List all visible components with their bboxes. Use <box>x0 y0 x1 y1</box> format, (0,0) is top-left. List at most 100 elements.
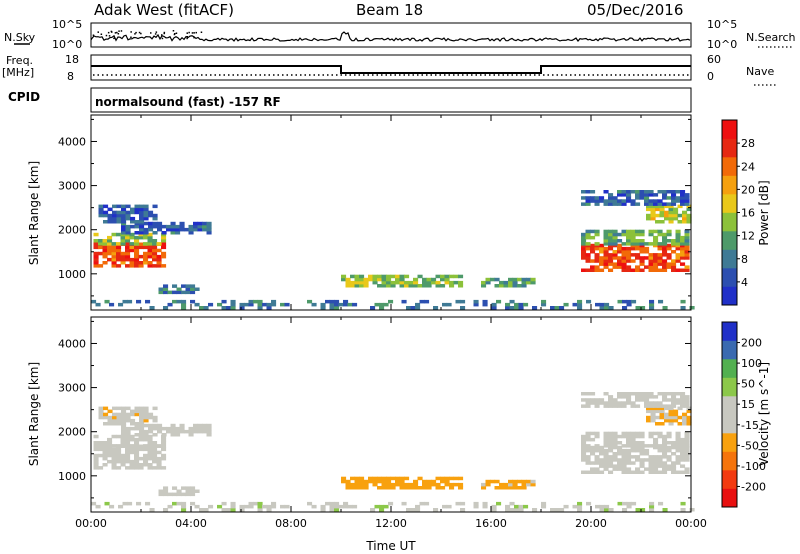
echo-cell <box>626 461 632 465</box>
echo-cell <box>630 232 636 237</box>
nsearch-tick-bottom: 10^0 <box>707 38 737 51</box>
echo-cell <box>185 290 191 295</box>
echo-cell <box>621 444 627 448</box>
echo-cell <box>206 429 212 434</box>
echo-cell <box>125 466 131 470</box>
y-tick-label: 1000 <box>58 470 86 483</box>
echo-cell <box>341 277 347 282</box>
echo-cell <box>156 257 162 262</box>
echo-cell <box>581 470 587 474</box>
echo-cell <box>98 239 104 243</box>
echo-cell <box>675 458 681 462</box>
echo-cell <box>581 398 587 402</box>
echo-cell <box>111 450 117 455</box>
echo-cell <box>521 277 527 282</box>
echo-cell <box>134 466 140 470</box>
echo-cell <box>185 287 191 291</box>
echo-cell <box>671 444 677 448</box>
echo-cell <box>608 444 614 448</box>
echo-cell <box>111 456 117 461</box>
echo-cell <box>181 501 187 506</box>
echo-cell <box>102 248 108 253</box>
echo-cell <box>626 437 632 442</box>
echo-cell <box>401 299 407 304</box>
echo-cell <box>675 398 681 402</box>
echo-cell <box>202 429 208 434</box>
echo-cell <box>417 274 423 279</box>
echo-cell <box>130 207 136 212</box>
echo-cell <box>112 418 118 423</box>
x-tick-label: 00:00 <box>75 517 107 530</box>
echo-cell <box>653 229 659 234</box>
echo-cell <box>417 476 423 481</box>
echo-cell <box>359 277 365 282</box>
echo-cell <box>156 248 162 253</box>
echo-cell <box>612 242 618 246</box>
echo-cell <box>424 299 430 304</box>
echo-cell <box>604 508 610 512</box>
echo-cell <box>608 398 614 402</box>
echo-cell <box>675 196 681 200</box>
echo-cell <box>390 476 396 481</box>
echo-cell <box>658 501 664 506</box>
echo-cell <box>639 250 645 254</box>
echo-cell <box>139 213 145 218</box>
echo-cell <box>653 395 659 399</box>
echo-cell <box>675 444 681 448</box>
colorbar-swatch <box>722 340 737 360</box>
echo-cell <box>199 306 205 310</box>
echo-cell <box>662 193 668 197</box>
echo-cell <box>136 501 142 506</box>
echo-cell <box>664 213 670 218</box>
echo-cell <box>194 489 200 493</box>
echo-cell <box>675 431 681 436</box>
echo-cell <box>626 431 632 436</box>
echo-cell <box>143 415 149 420</box>
echo-cell <box>161 242 167 246</box>
echo-cell <box>121 422 127 426</box>
echo-cell <box>148 423 154 428</box>
echo-cell <box>603 246 609 251</box>
echo-cell <box>143 459 149 464</box>
echo-cell <box>603 461 609 465</box>
echo-cell <box>653 235 659 240</box>
echo-cell <box>680 470 686 474</box>
echo-cell <box>334 306 340 310</box>
echo-cell <box>612 229 618 234</box>
echo-cell <box>415 306 421 310</box>
echo-cell <box>639 461 645 465</box>
echo-cell <box>608 232 614 237</box>
echo-cell <box>120 456 126 461</box>
echo-cell <box>158 287 164 291</box>
echo-cell <box>350 284 356 288</box>
echo-cell <box>139 412 145 417</box>
y-tick-label: 3000 <box>58 382 86 395</box>
echo-cell <box>532 508 538 512</box>
colorbar-swatch <box>722 488 737 508</box>
echo-cell <box>444 280 450 285</box>
echo-cell <box>379 306 385 310</box>
echo-cell <box>194 504 200 509</box>
echo-cell <box>630 444 636 448</box>
echo-cell <box>635 190 641 194</box>
echo-cell <box>635 193 641 197</box>
echo-cell <box>422 280 428 285</box>
echo-cell <box>590 437 596 442</box>
echo-cell <box>517 277 523 282</box>
echo-cell <box>671 193 677 197</box>
echo-cell <box>354 284 360 288</box>
echo-cell <box>130 220 136 224</box>
echo-cell <box>650 409 656 414</box>
echo-cell <box>599 452 605 456</box>
echo-cell <box>271 501 277 506</box>
echo-cell <box>152 433 158 437</box>
echo-cell <box>406 306 412 310</box>
echo-cell <box>680 235 686 240</box>
echo-cell <box>684 470 690 474</box>
echo-cell <box>329 501 335 506</box>
echo-cell <box>662 404 668 408</box>
echo-cell <box>585 434 591 439</box>
echo-cell <box>509 299 515 304</box>
echo-cell <box>93 232 99 237</box>
echo-cell <box>193 221 199 226</box>
